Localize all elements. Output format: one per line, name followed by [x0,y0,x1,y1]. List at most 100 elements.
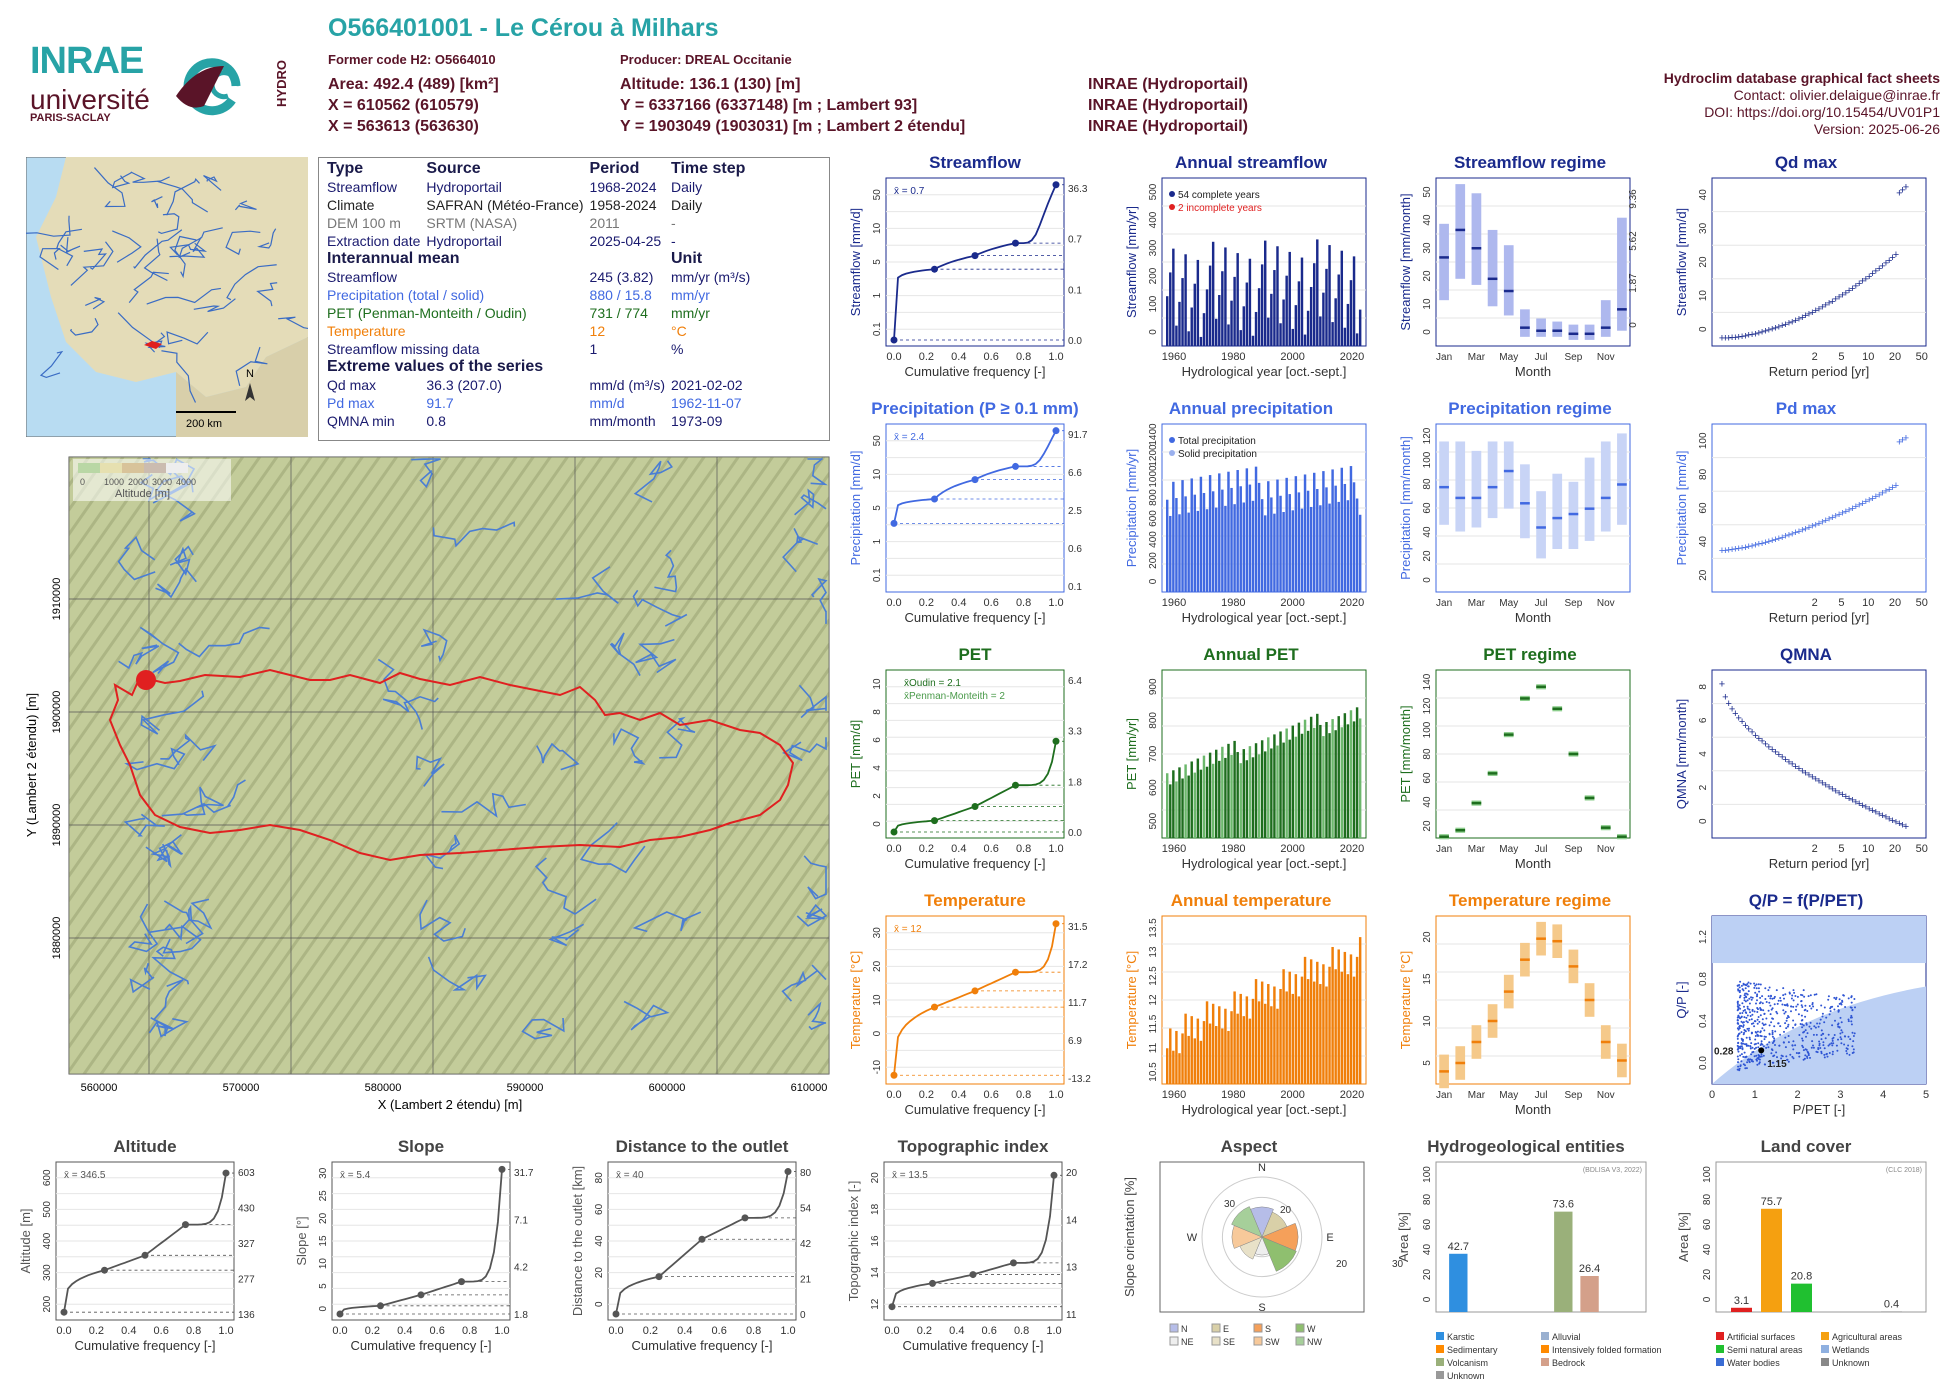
data-point [1741,1012,1744,1014]
data-point [1850,1001,1853,1004]
data-point [1750,996,1752,999]
river-line [411,458,441,489]
annual-bar [1239,993,1242,1084]
river-line [83,248,108,270]
annual-bar [1331,322,1334,346]
data-point [1805,1035,1807,1038]
chart-title: Precipitation (P ≥ 0.1 mm) [871,399,1078,418]
data-point: + [1829,784,1835,796]
data-point [1782,1041,1785,1044]
quantile-point [417,1291,425,1299]
data-point [1751,996,1754,999]
annual-bar [1297,492,1301,592]
map-scale-label: 200 km [186,418,222,430]
data-point: + [1782,754,1788,766]
data-point [1787,1060,1790,1063]
contact[interactable]: Contact: olivier.delaigue@inrae.fr [1733,87,1940,103]
annual-bar [1211,241,1215,346]
annual-bar [1193,1038,1197,1084]
river-line [432,521,516,548]
quantile-point [141,1251,149,1259]
data-point [1762,1054,1765,1057]
annual-bar [1282,742,1285,838]
data-point: + [1883,258,1889,270]
data-point [1744,1009,1746,1011]
data-point [1738,1067,1741,1070]
data-point [1821,1015,1824,1018]
annual-bar [1224,247,1227,346]
x-axis-label: Hydrological year [oct.-sept.] [1182,364,1347,379]
y-tick-label: 0.4 [1698,1014,1709,1028]
y-tick-label: 20 [1422,931,1433,943]
data-point [1747,1029,1750,1032]
annual-bar [1215,507,1218,592]
data-point: + [1809,521,1815,533]
x-tick-label: Jul [1535,1090,1548,1101]
quantile-point [890,336,898,344]
data-point [1783,1012,1786,1015]
river-line [56,228,83,267]
data-point [1787,1035,1790,1037]
data-point: + [1796,526,1802,538]
y-tick-label: 18 [870,1203,881,1215]
interannual-title: Interannual mean [327,250,460,267]
data-point [1785,1027,1788,1030]
data-point [1743,1051,1746,1054]
river-line [128,271,169,303]
y-tick-label: 10 [872,994,883,1006]
river-line [794,488,827,516]
y-tick-label: 13 [1148,946,1159,958]
annual-bar [1245,760,1249,838]
data-point: + [1819,778,1825,790]
data-point [1759,1031,1762,1034]
data-point [1736,1035,1739,1038]
annual-bar [1236,1013,1239,1084]
x-tick-label: 0.6 [984,351,999,363]
chart-title: Qd max [1775,153,1838,172]
data-point [1772,1061,1775,1064]
annual-bar [1187,1035,1190,1084]
x-axis-label: Month [1515,1102,1551,1117]
y-tick-label: 20 [1422,820,1433,832]
river-line [632,589,688,627]
data-point: + [1869,493,1875,505]
data-point: + [1889,815,1895,827]
chart-title: Altitude [113,1137,176,1156]
y-tick-label: 200 [42,1295,53,1312]
data-point: + [1879,487,1885,499]
x-tick-label: 1.0 [1048,843,1063,855]
legend-swatch [1169,1323,1179,1333]
data-point [1759,1014,1762,1017]
data-point [1852,1035,1855,1037]
data-point [1798,1034,1801,1036]
annual-bar [1264,1003,1267,1084]
chart-title: Aspect [1221,1137,1278,1156]
y-tick-label: 20 [1422,1269,1433,1281]
annual-bar [1340,250,1344,346]
river-line [256,282,278,307]
data-point [1739,980,1742,983]
y-tick-label: 20 [1698,256,1709,268]
quantile-label: 31.5 [1068,922,1088,933]
x-tick-label: 0.6 [984,843,999,855]
doi-link[interactable]: DOI: https://doi.org/10.15454/UV01P1 [1704,104,1940,120]
annual-bar [1352,482,1356,592]
data-point: + [1746,541,1752,553]
quantile-point [698,1235,706,1243]
annual-bar [1316,713,1319,838]
x-tick-label: 2020 [1340,597,1364,609]
quantile-point [971,802,979,810]
quantile-point [336,1310,344,1318]
data-point: + [1799,765,1805,777]
data-point [1772,1055,1775,1058]
category-bar [1554,1211,1573,1312]
river-line [623,1000,670,1031]
quantile-label: 136 [238,1310,255,1321]
data-point: + [1736,712,1742,724]
quantile-point [612,1310,620,1318]
data-point [1740,1031,1743,1034]
data-point [1765,1046,1768,1049]
version: Version: 2025-06-26 [1813,121,1940,137]
